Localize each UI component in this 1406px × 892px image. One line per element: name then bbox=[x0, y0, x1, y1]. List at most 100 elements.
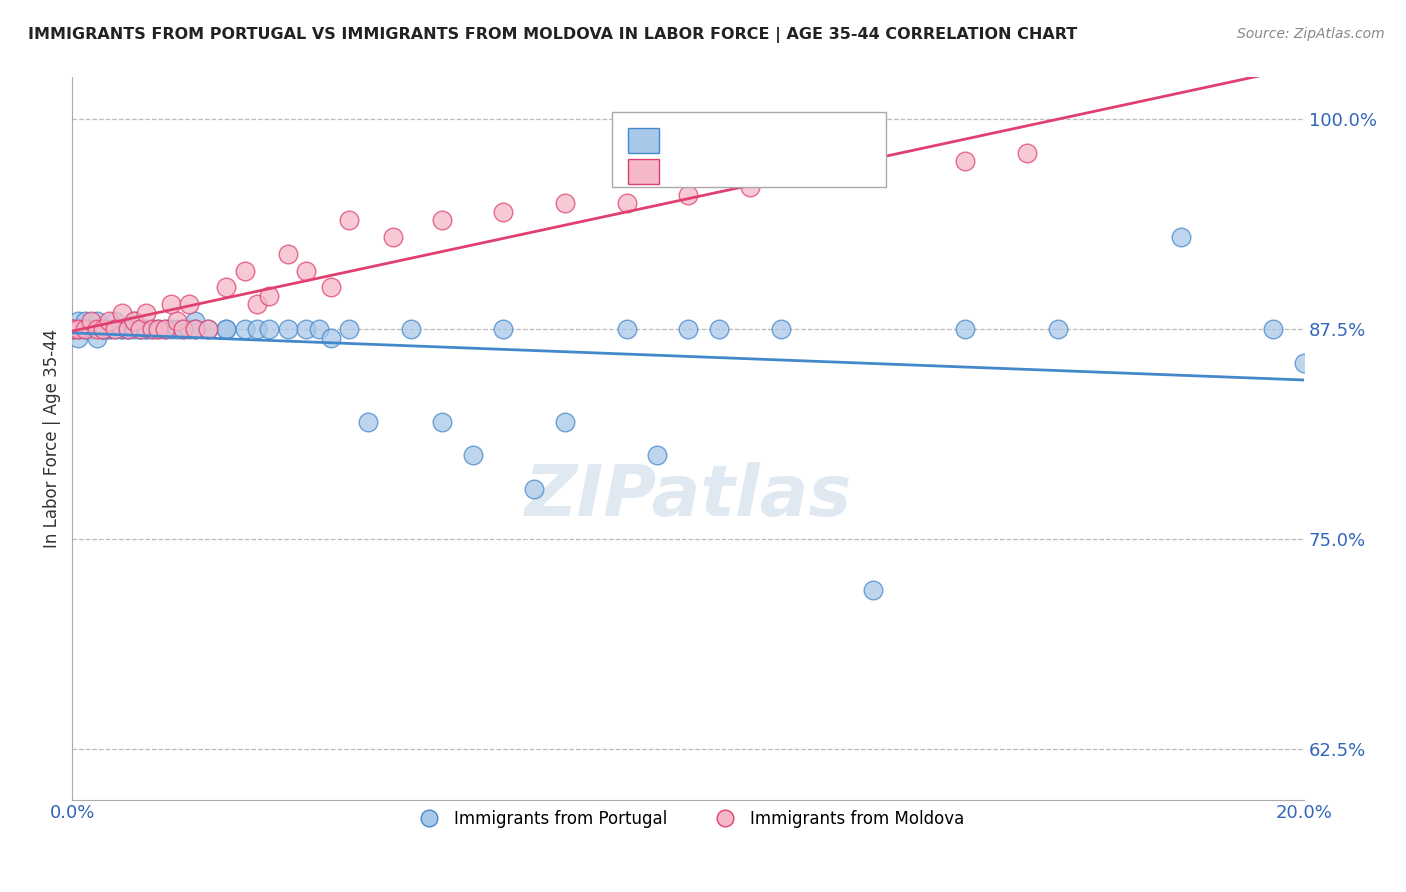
Point bbox=[676, 322, 699, 336]
Point bbox=[184, 314, 207, 328]
Point bbox=[98, 314, 121, 328]
Point bbox=[461, 448, 484, 462]
Point bbox=[246, 322, 269, 336]
Point bbox=[60, 322, 83, 336]
Point bbox=[67, 331, 90, 345]
Point bbox=[955, 322, 977, 336]
Point bbox=[492, 322, 515, 336]
Point bbox=[110, 305, 132, 319]
Point bbox=[86, 331, 108, 345]
Point bbox=[159, 322, 181, 336]
Point bbox=[141, 322, 163, 336]
Point bbox=[86, 322, 108, 336]
Point bbox=[1015, 146, 1038, 161]
Point bbox=[166, 314, 188, 328]
Point bbox=[60, 322, 83, 336]
Point bbox=[184, 322, 207, 336]
Point bbox=[122, 314, 145, 328]
Point bbox=[308, 322, 330, 336]
Point bbox=[259, 289, 281, 303]
Point bbox=[91, 322, 114, 336]
Point bbox=[1170, 230, 1192, 244]
Point bbox=[60, 322, 83, 336]
Point bbox=[73, 322, 96, 336]
Point bbox=[357, 415, 380, 429]
Point bbox=[1263, 322, 1285, 336]
Point bbox=[523, 482, 546, 496]
Point bbox=[91, 322, 114, 336]
Point bbox=[104, 322, 127, 336]
Point bbox=[104, 322, 127, 336]
Point bbox=[80, 314, 103, 328]
Point bbox=[110, 322, 132, 336]
Point bbox=[215, 322, 238, 336]
Point bbox=[117, 322, 139, 336]
Point bbox=[707, 322, 730, 336]
Point bbox=[381, 230, 404, 244]
Point bbox=[98, 322, 121, 336]
Point bbox=[179, 322, 201, 336]
Point bbox=[172, 322, 194, 336]
Point bbox=[141, 322, 163, 336]
Point bbox=[67, 322, 90, 336]
Point bbox=[616, 322, 638, 336]
Point bbox=[104, 314, 127, 328]
Text: N = 41: N = 41 bbox=[779, 164, 839, 178]
Y-axis label: In Labor Force | Age 35-44: In Labor Force | Age 35-44 bbox=[44, 329, 60, 548]
Point bbox=[259, 322, 281, 336]
Point bbox=[277, 246, 299, 260]
Point bbox=[295, 322, 318, 336]
Point bbox=[277, 322, 299, 336]
Point bbox=[73, 314, 96, 328]
Point bbox=[67, 322, 90, 336]
Point bbox=[554, 196, 576, 211]
Point bbox=[73, 322, 96, 336]
Point bbox=[184, 322, 207, 336]
Legend: Immigrants from Portugal, Immigrants from Moldova: Immigrants from Portugal, Immigrants fro… bbox=[405, 803, 972, 835]
Point bbox=[738, 179, 761, 194]
Point bbox=[399, 322, 422, 336]
Point bbox=[80, 322, 103, 336]
Point bbox=[233, 263, 256, 277]
Point bbox=[122, 314, 145, 328]
Point bbox=[862, 582, 884, 597]
Point bbox=[215, 280, 238, 294]
Point bbox=[616, 196, 638, 211]
Point bbox=[1294, 356, 1316, 370]
Point bbox=[148, 322, 170, 336]
Point bbox=[955, 154, 977, 169]
Point bbox=[135, 305, 157, 319]
Text: Source: ZipAtlas.com: Source: ZipAtlas.com bbox=[1237, 27, 1385, 41]
Point bbox=[215, 322, 238, 336]
Point bbox=[233, 322, 256, 336]
Point bbox=[554, 415, 576, 429]
Point bbox=[862, 162, 884, 177]
Point bbox=[159, 297, 181, 311]
Point bbox=[166, 322, 188, 336]
Point bbox=[246, 297, 269, 311]
Point bbox=[91, 322, 114, 336]
Point bbox=[67, 314, 90, 328]
Point bbox=[197, 322, 219, 336]
Point bbox=[430, 213, 453, 227]
Point bbox=[86, 314, 108, 328]
Point bbox=[129, 322, 152, 336]
Text: 0.518: 0.518 bbox=[706, 164, 762, 178]
Text: IMMIGRANTS FROM PORTUGAL VS IMMIGRANTS FROM MOLDOVA IN LABOR FORCE | AGE 35-44 C: IMMIGRANTS FROM PORTUGAL VS IMMIGRANTS F… bbox=[28, 27, 1077, 43]
Text: R =: R = bbox=[671, 164, 706, 178]
Point bbox=[295, 263, 318, 277]
Point bbox=[319, 280, 342, 294]
Point bbox=[339, 213, 361, 227]
Point bbox=[110, 322, 132, 336]
Point bbox=[430, 415, 453, 429]
Point bbox=[60, 322, 83, 336]
Text: -0.058: -0.058 bbox=[706, 133, 763, 148]
Point bbox=[60, 322, 83, 336]
Point bbox=[60, 322, 83, 336]
Point bbox=[117, 322, 139, 336]
Point bbox=[179, 297, 201, 311]
Point bbox=[148, 322, 170, 336]
Point bbox=[319, 331, 342, 345]
Point bbox=[172, 322, 194, 336]
Point bbox=[129, 322, 152, 336]
